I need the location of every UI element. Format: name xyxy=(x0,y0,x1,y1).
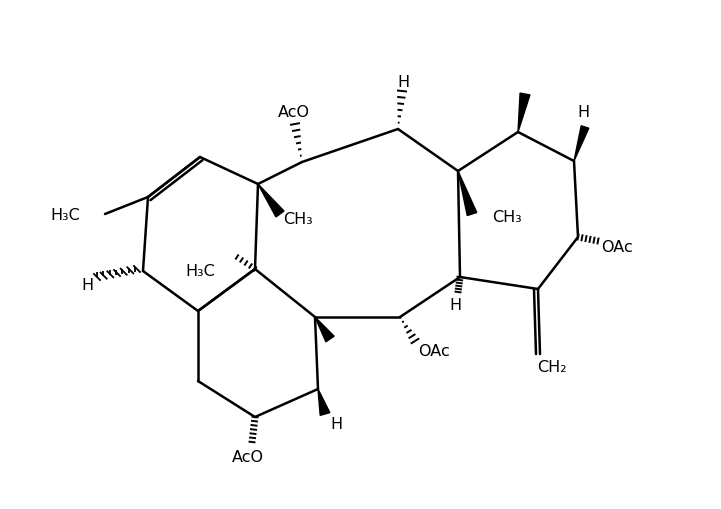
Text: H₃C: H₃C xyxy=(185,264,215,279)
Text: CH₃: CH₃ xyxy=(492,210,522,225)
Text: CH₃: CH₃ xyxy=(283,212,313,227)
Text: H: H xyxy=(577,104,589,119)
Polygon shape xyxy=(518,94,530,133)
Polygon shape xyxy=(574,127,589,162)
Text: OAc: OAc xyxy=(418,344,450,359)
Text: H: H xyxy=(449,297,461,312)
Polygon shape xyxy=(318,389,329,415)
Text: H: H xyxy=(330,417,342,432)
Text: AcO: AcO xyxy=(278,104,310,119)
Text: H₃C: H₃C xyxy=(50,207,80,222)
Text: H: H xyxy=(81,277,93,292)
Polygon shape xyxy=(258,185,284,217)
Text: AcO: AcO xyxy=(232,449,264,465)
Polygon shape xyxy=(458,172,477,216)
Polygon shape xyxy=(315,318,334,342)
Text: H: H xyxy=(397,74,409,89)
Text: CH₂: CH₂ xyxy=(537,360,567,375)
Text: OAc: OAc xyxy=(601,240,633,255)
